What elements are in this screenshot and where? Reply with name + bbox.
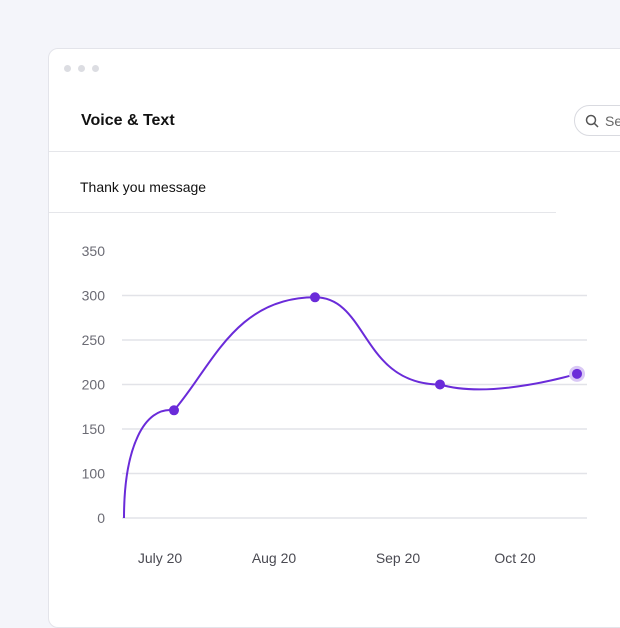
- search-input[interactable]: Search: [574, 105, 620, 136]
- search-placeholder: Search: [605, 112, 620, 129]
- y-tick-label: 350: [82, 243, 106, 259]
- line-chart: 0 100 150 200 250 300 350 July 20 Aug 20 Sep 20 Oc…: [82, 243, 587, 566]
- y-tick-label: 200: [82, 377, 106, 393]
- series-line: [123, 296, 578, 519]
- window-dot-icon[interactable]: [64, 65, 71, 72]
- x-tick-label: Oct 20: [494, 550, 535, 566]
- y-tick-label: 100: [82, 466, 106, 482]
- search-icon: [585, 114, 599, 128]
- app-window: Voice & Text Search Thank you message: [48, 48, 620, 628]
- y-tick-label: 300: [82, 288, 106, 304]
- x-tick-label: Sep 20: [376, 550, 421, 566]
- window-dot-icon[interactable]: [92, 65, 99, 72]
- section-divider: [49, 212, 556, 213]
- y-tick-label: 250: [82, 332, 106, 348]
- window-dot-icon[interactable]: [78, 65, 85, 72]
- data-point: [435, 379, 445, 390]
- data-point: [169, 405, 179, 416]
- x-tick-label: Aug 20: [252, 550, 297, 566]
- x-tick-label: July 20: [138, 550, 183, 566]
- header-divider: [49, 151, 620, 152]
- page-title: Voice & Text: [81, 112, 175, 129]
- data-point: [572, 368, 582, 379]
- y-tick-label: 0: [97, 510, 105, 526]
- section-title: Thank you message: [80, 179, 207, 195]
- data-point: [310, 292, 320, 303]
- y-tick-label: 150: [82, 421, 106, 437]
